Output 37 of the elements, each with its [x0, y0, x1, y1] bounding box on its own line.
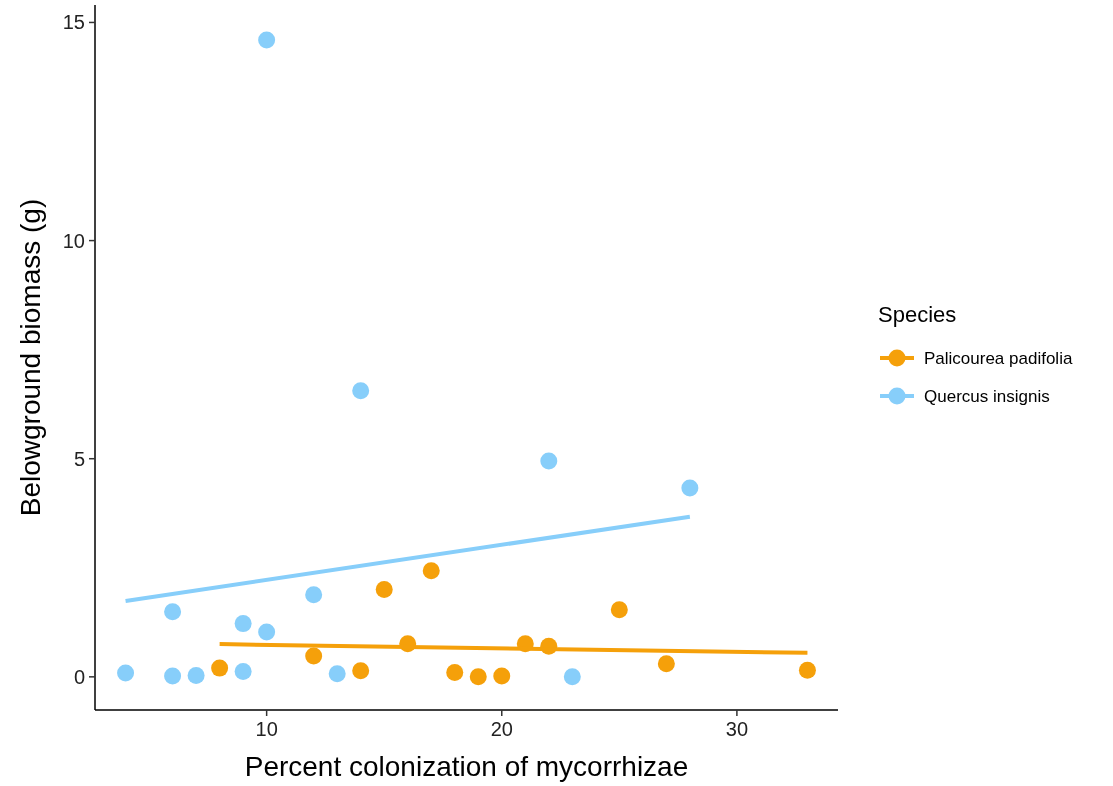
point	[657, 655, 675, 673]
point	[211, 659, 229, 677]
point	[352, 662, 370, 680]
x-axis-title: Percent colonization of mycorrhizae	[244, 751, 689, 782]
point	[352, 382, 370, 400]
point	[305, 647, 323, 665]
point	[610, 601, 628, 619]
point	[422, 562, 440, 580]
point	[375, 581, 393, 599]
point	[258, 31, 276, 49]
point	[681, 479, 699, 497]
point	[563, 668, 581, 686]
legend-label: Quercus insignis	[924, 386, 1050, 406]
point	[469, 668, 487, 686]
point	[187, 667, 205, 685]
point	[234, 663, 252, 681]
x-tick-label: 10	[255, 718, 278, 740]
y-tick-label: 10	[62, 229, 85, 252]
point	[798, 661, 816, 679]
point	[328, 665, 346, 683]
point	[117, 664, 135, 682]
legend-title: Species	[878, 302, 957, 327]
point	[258, 623, 276, 641]
point	[234, 615, 252, 633]
y-tick-label: 15	[62, 11, 85, 34]
point	[164, 667, 182, 685]
x-tick-label: 20	[490, 718, 513, 740]
y-axis-title: Belowground biomass (g)	[15, 198, 46, 517]
point	[446, 663, 464, 681]
point	[540, 452, 558, 470]
point	[164, 603, 182, 621]
y-tick-label: 5	[73, 447, 85, 470]
x-tick-label: 30	[725, 718, 749, 740]
point	[493, 667, 511, 685]
y-tick-label: 0	[73, 665, 85, 688]
point	[305, 586, 323, 604]
legend-label: Palicourea padifolia	[924, 348, 1073, 368]
